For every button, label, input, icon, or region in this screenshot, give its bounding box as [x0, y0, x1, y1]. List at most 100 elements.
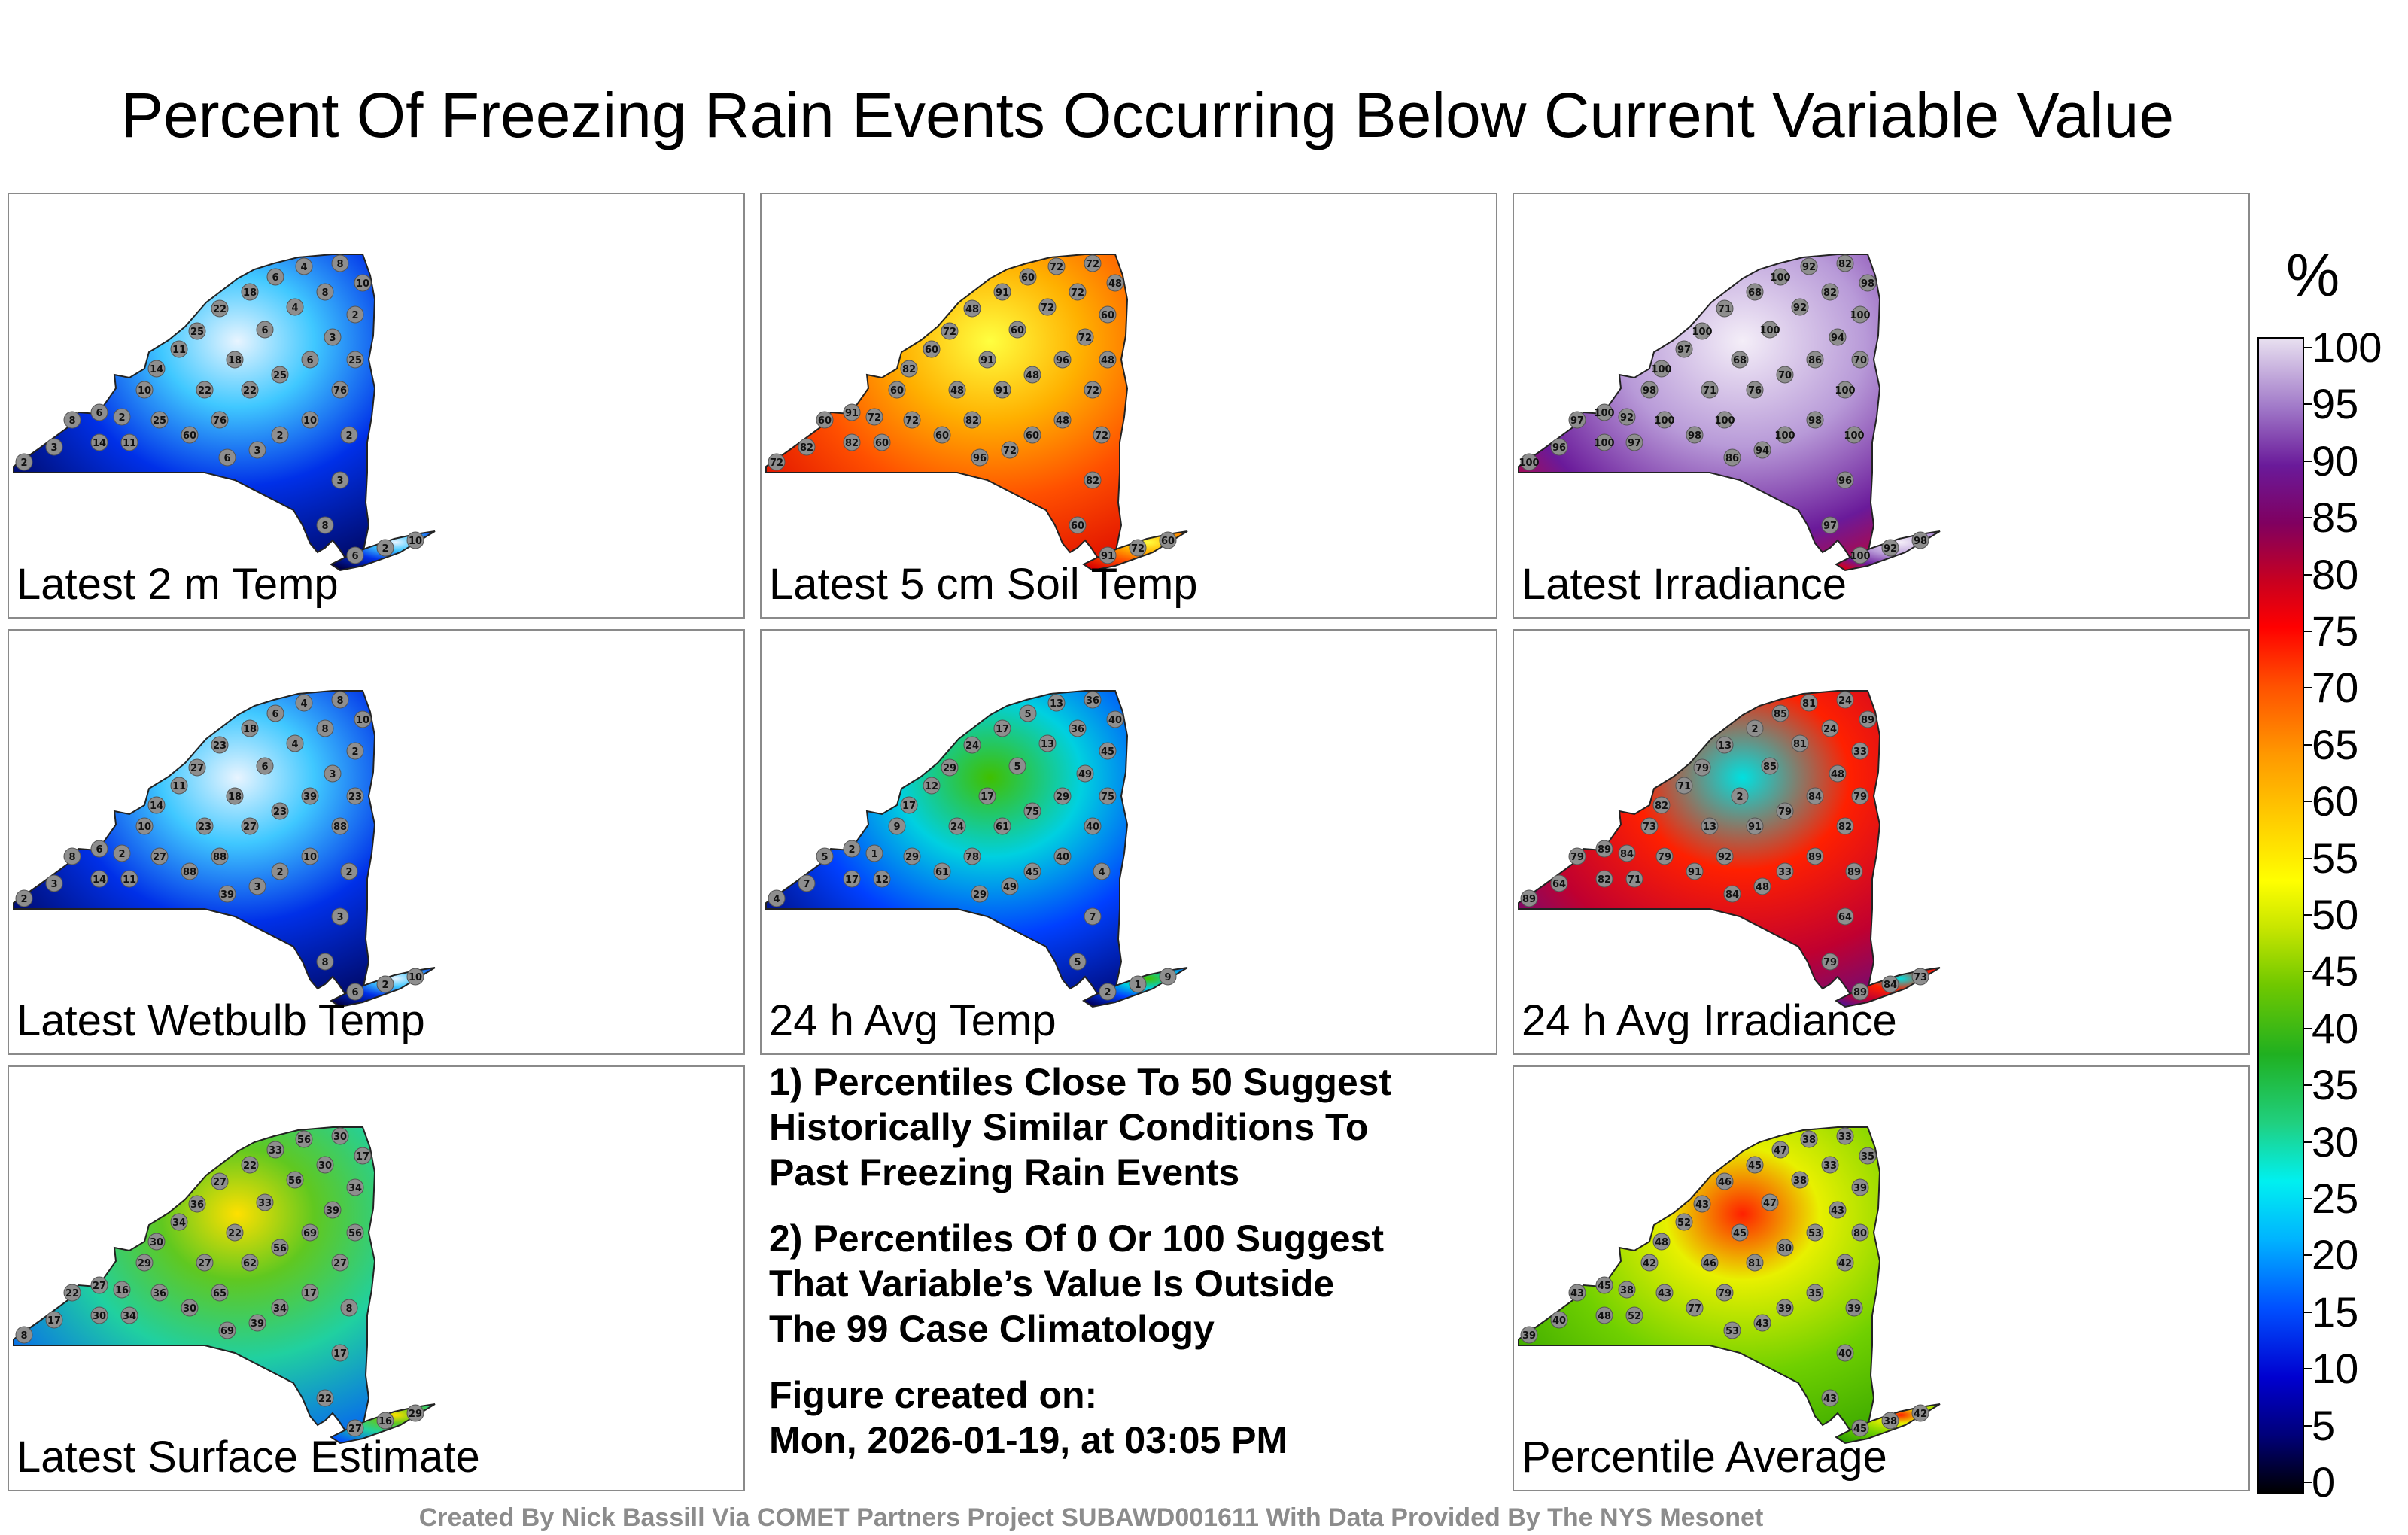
station-value: 40	[1108, 715, 1122, 726]
station-value: 45	[1853, 1424, 1867, 1435]
station-marker	[1084, 691, 1102, 709]
colorbar-tick-label: 45	[2312, 947, 2359, 995]
station-marker	[376, 975, 394, 993]
station-marker	[1821, 953, 1839, 971]
station-marker	[1836, 1127, 1854, 1145]
station-value: 5	[1024, 709, 1031, 720]
station-value: 2	[382, 543, 388, 555]
station-value: 47	[1763, 1198, 1777, 1209]
station-marker	[1693, 322, 1711, 340]
station-value: 7	[803, 879, 810, 890]
colorbar-tick-mark	[2304, 347, 2312, 348]
station-value: 1	[871, 849, 877, 860]
colorbar-tick-label: 95	[2312, 380, 2359, 428]
station-marker	[1806, 351, 1824, 369]
station-value: 48	[1108, 278, 1122, 290]
station-value: 40	[1086, 822, 1099, 833]
station-marker	[1791, 734, 1809, 752]
station-marker	[941, 758, 959, 777]
station-value: 60	[818, 415, 832, 427]
station-value: 1	[1134, 980, 1141, 991]
colorbar-tick-label: 5	[2312, 1401, 2336, 1449]
station-value: 42	[1914, 1409, 1927, 1420]
station-marker	[248, 1314, 266, 1332]
station-marker	[1008, 757, 1026, 775]
station-marker	[241, 817, 259, 835]
station-marker	[316, 719, 334, 737]
station-marker	[888, 381, 906, 399]
colorbar-tick-mark	[2304, 631, 2312, 632]
station-marker	[1008, 321, 1026, 339]
station-value: 71	[1703, 385, 1716, 397]
station-value: 39	[251, 1318, 264, 1330]
station-value: 100	[1850, 310, 1870, 321]
station-value: 82	[1655, 801, 1668, 812]
station-marker	[113, 408, 131, 426]
station-marker	[211, 411, 229, 429]
station-value: 71	[1677, 781, 1691, 792]
station-marker	[1761, 321, 1779, 339]
station-marker	[331, 254, 349, 272]
note-line: The 99 Case Climatology	[769, 1308, 1215, 1350]
station-value: 2	[20, 894, 27, 905]
station-value: 5	[1074, 957, 1081, 968]
station-value: 11	[123, 874, 136, 886]
station-marker	[1716, 299, 1734, 318]
station-value: 100	[1651, 364, 1671, 375]
station-value: 18	[243, 287, 257, 299]
station-value: 82	[1838, 822, 1852, 833]
station-marker	[971, 885, 989, 903]
station-value: 43	[1695, 1199, 1709, 1211]
station-marker	[1001, 877, 1019, 895]
station-value: 2	[1751, 724, 1758, 735]
station-marker	[1093, 862, 1111, 880]
note-line: 2) Percentiles Of 0 Or 100 Suggest	[769, 1217, 1384, 1260]
station-marker	[241, 1254, 259, 1272]
station-value: 72	[943, 327, 956, 338]
station-marker	[346, 305, 364, 324]
station-marker	[1851, 351, 1869, 369]
station-value: 72	[868, 412, 881, 424]
station-marker	[1047, 257, 1066, 275]
station-value: 2	[118, 849, 125, 860]
station-marker	[1568, 411, 1586, 429]
station-marker	[1859, 710, 1877, 728]
station-marker	[354, 1147, 372, 1165]
station-marker	[1568, 847, 1586, 865]
station-marker	[888, 817, 906, 835]
map-panel-24h-irradiance: 89 64 79 89 84 73 82 71 79 13 2 85 81 24 89 33 48 84 79 91 9…	[1513, 629, 2250, 1055]
station-marker	[1595, 1306, 1613, 1324]
station-marker	[1001, 441, 1019, 459]
station-value: 80	[1778, 1243, 1792, 1254]
station-value: 82	[1823, 287, 1837, 299]
station-value: 34	[123, 1311, 136, 1322]
station-marker	[271, 1299, 289, 1317]
station-value: 97	[1570, 415, 1584, 427]
station-marker	[1851, 983, 1869, 1001]
station-value: 72	[905, 415, 919, 427]
station-value: 79	[1853, 792, 1867, 803]
station-value: 46	[1703, 1258, 1716, 1269]
colorbar-tick-mark	[2304, 857, 2312, 859]
station-value: 6	[272, 272, 278, 284]
state-outline	[1518, 1126, 1881, 1439]
station-marker	[900, 796, 918, 814]
station-value: 69	[303, 1228, 317, 1239]
station-value: 39	[1853, 1183, 1867, 1194]
station-marker	[1771, 704, 1789, 722]
station-marker	[218, 448, 236, 467]
colorbar-tick-mark	[2304, 914, 2312, 916]
station-marker	[120, 1306, 138, 1324]
station-value: 62	[243, 1258, 257, 1269]
station-value: 91	[996, 287, 1009, 299]
station-value: 24	[965, 740, 979, 752]
station-value: 84	[1725, 889, 1739, 901]
station-marker	[843, 403, 861, 421]
station-marker	[218, 885, 236, 903]
station-value: 91	[1101, 551, 1114, 562]
station-marker	[1821, 1156, 1839, 1174]
station-marker	[1640, 817, 1659, 835]
station-marker	[1836, 254, 1854, 272]
station-value: 3	[50, 442, 57, 454]
station-marker	[1084, 907, 1102, 926]
